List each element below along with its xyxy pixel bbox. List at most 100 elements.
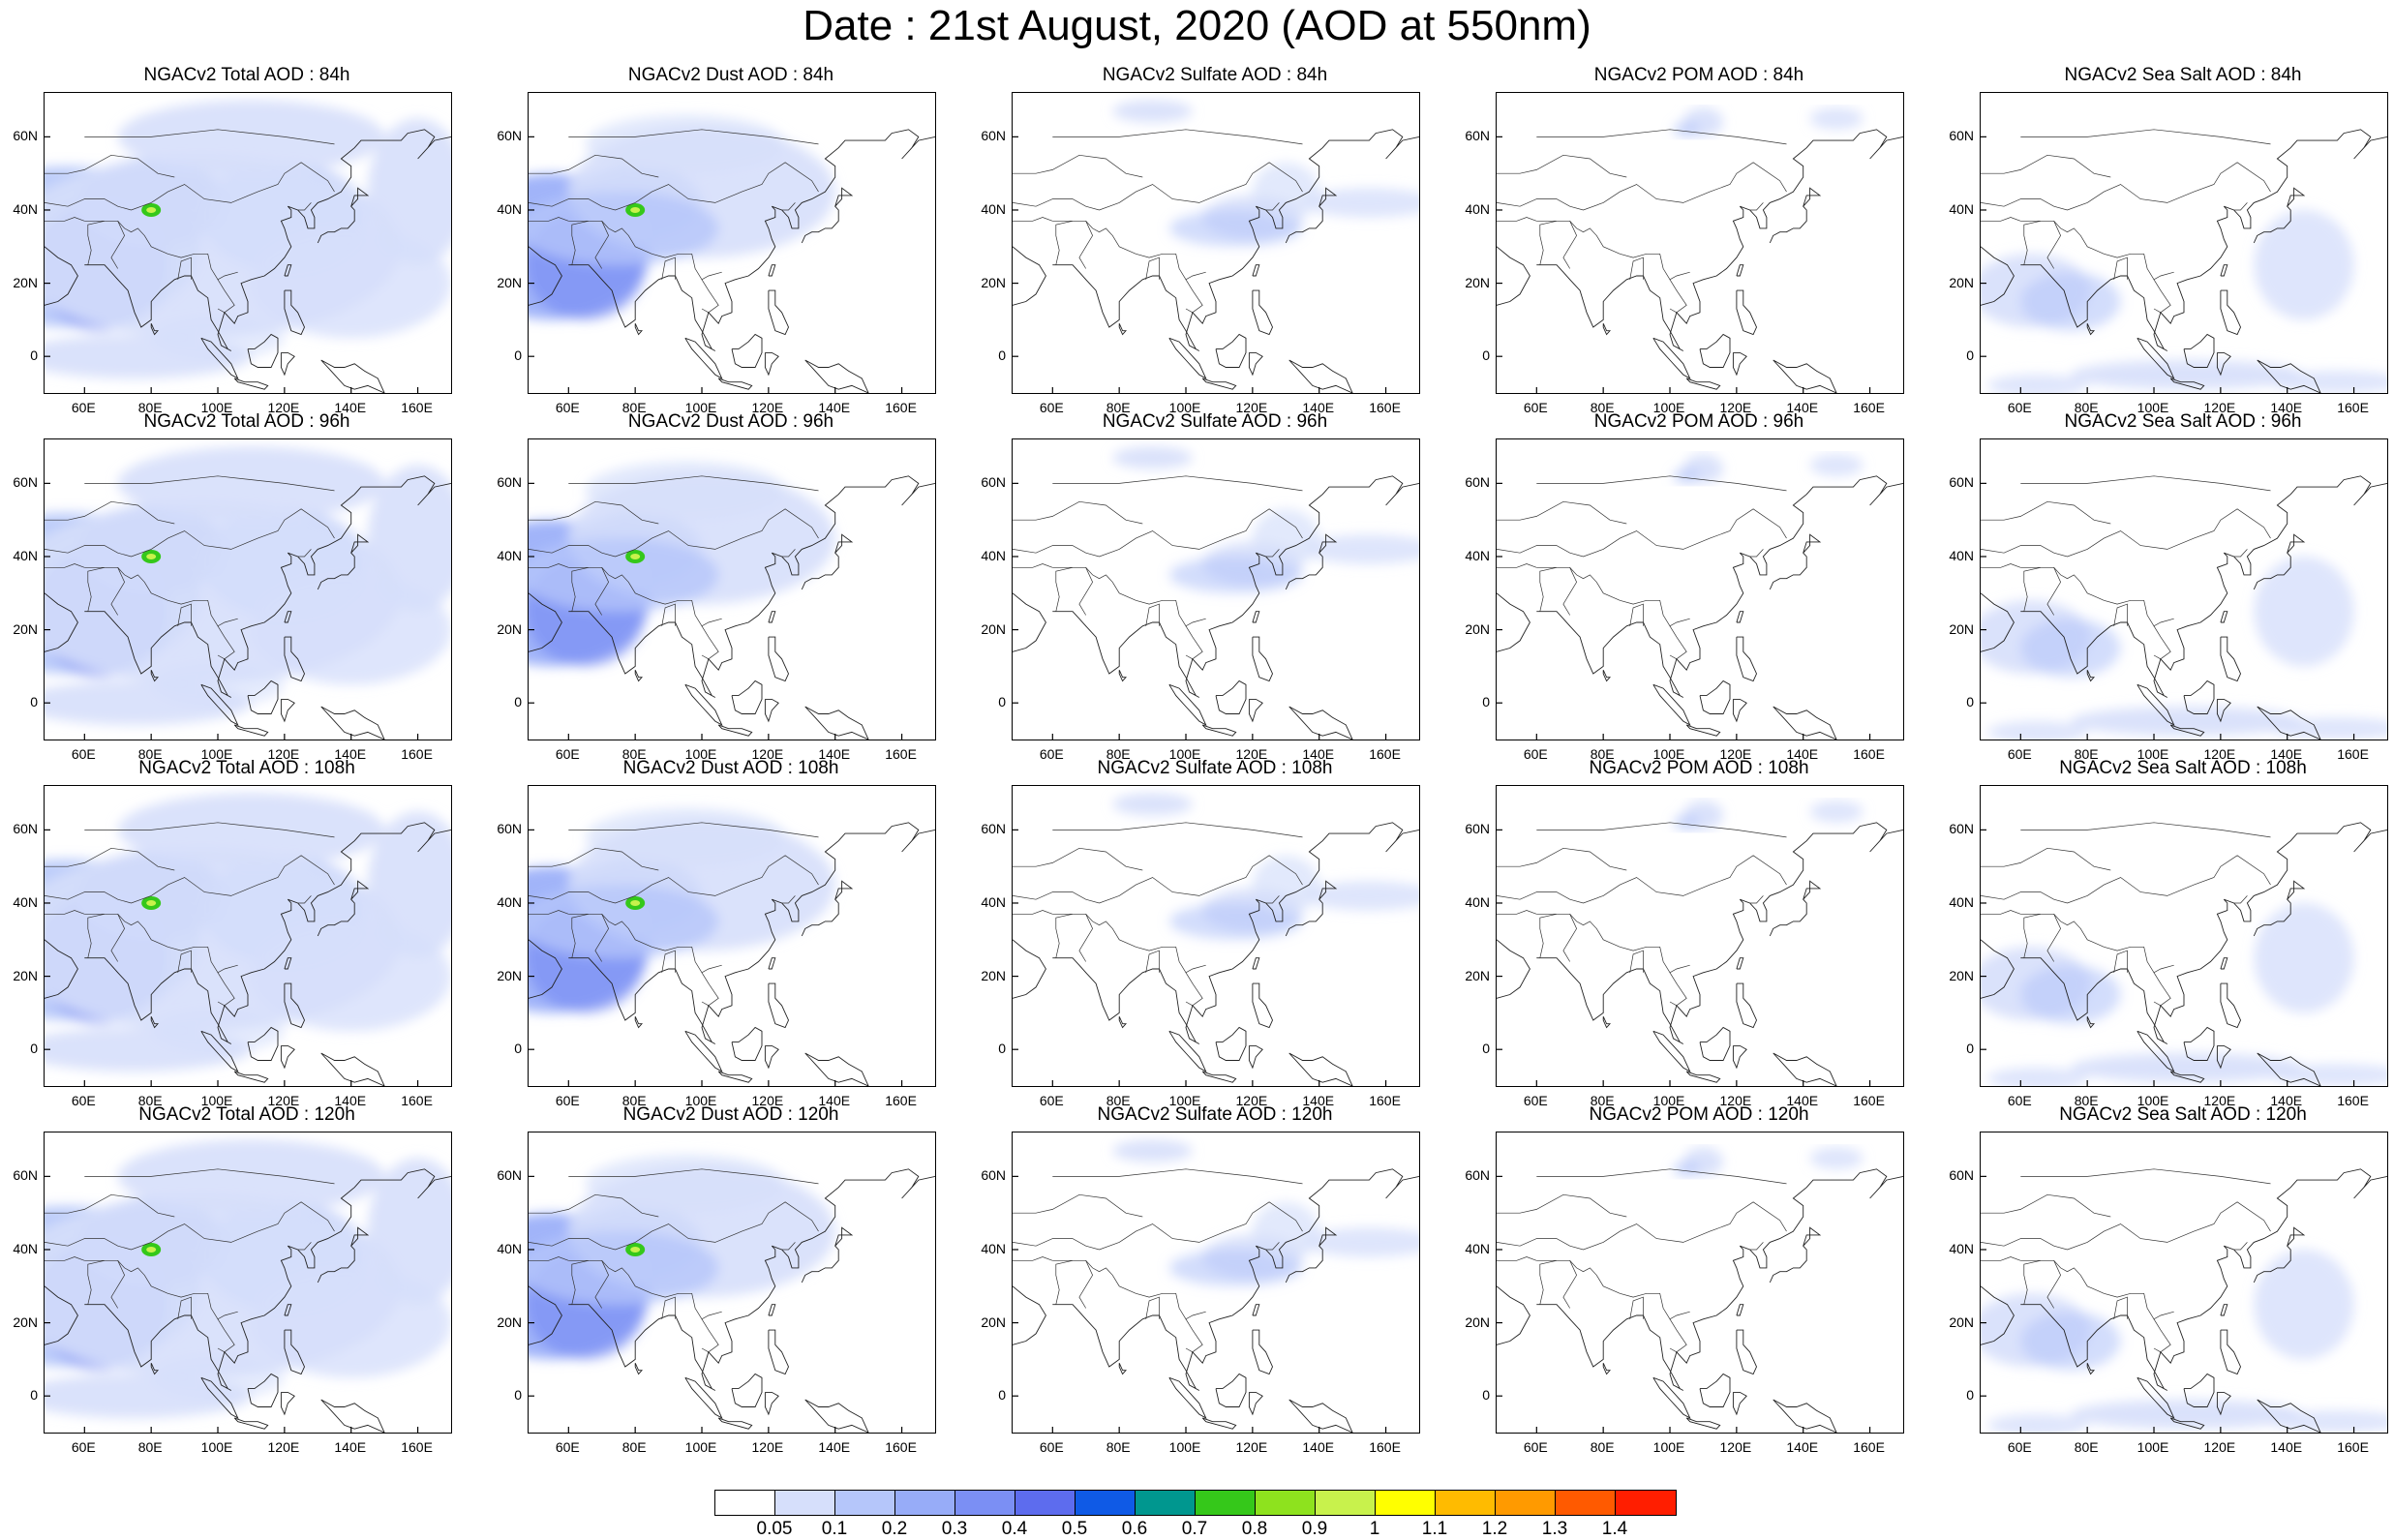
map-panel: NGACv2 Dust AOD : 120h 60E 80E 100E 120E 140E… (497, 1104, 936, 1490)
coastline (2216, 1391, 2231, 1416)
coastline (768, 982, 789, 1029)
x-tick-label: 120E (2203, 746, 2236, 762)
coastline (764, 1044, 779, 1070)
x-tick-label: 120E (1719, 1093, 1752, 1108)
country-border (1052, 1168, 1303, 1185)
x-tick-label: 120E (2203, 1093, 2236, 1108)
aod-map (45, 1139, 451, 1433)
aod-region (2070, 1399, 2304, 1430)
aod-map (45, 100, 451, 393)
country-border (1497, 154, 1627, 178)
country-border (1013, 500, 1143, 525)
country-border (1629, 950, 1644, 973)
country-border (1145, 1296, 1160, 1319)
coastline (1769, 1226, 1822, 1283)
x-tick-label: 100E (684, 746, 717, 762)
x-tick-label: 120E (1719, 1439, 1752, 1455)
country-border (1497, 847, 1627, 871)
country-border (529, 500, 659, 525)
aod-region (2254, 902, 2354, 1013)
country-border (571, 1259, 590, 1305)
y-tick-label: 20N (1465, 620, 1490, 637)
coastline (1248, 1391, 1263, 1416)
coastline (2220, 611, 2228, 623)
country-border (1497, 1193, 1627, 1218)
country-border (297, 549, 312, 558)
coastline (684, 683, 723, 726)
x-tick-label: 100E (200, 400, 233, 415)
country-border (1981, 508, 2271, 558)
country-border (1981, 500, 2111, 525)
coastline (2020, 129, 2387, 351)
country-border (1562, 221, 1577, 269)
x-tick-label: 60E (2007, 400, 2032, 415)
coastline (1215, 333, 1247, 368)
country-border (1562, 914, 1577, 962)
x-tick-label: 140E (334, 1439, 367, 1455)
y-tick-label: 20N (1465, 967, 1490, 983)
x-tick-label: 160E (885, 400, 917, 415)
x-tick-label: 160E (401, 400, 433, 415)
coastline (2169, 1071, 2205, 1083)
aod-region (151, 662, 285, 707)
coastline (768, 957, 776, 970)
country-border (297, 1242, 312, 1251)
aod-region (1986, 721, 2088, 740)
coastline (764, 1391, 779, 1416)
country-border (177, 257, 192, 280)
coastline (684, 1030, 723, 1072)
x-tick-label: 140E (1302, 1439, 1335, 1455)
coastline (1736, 982, 1757, 1029)
dust-hotspot-core (146, 206, 157, 213)
aod-map (1013, 1139, 1419, 1433)
colorbar-label: 0.2 (881, 1519, 908, 1539)
x-tick-label: 80E (1106, 400, 1131, 415)
map-plot-area (1012, 785, 1420, 1087)
aod-region (1168, 1249, 1303, 1286)
x-tick-label: 160E (2337, 400, 2369, 415)
y-tick-label: 20N (981, 1314, 1006, 1330)
country-border (781, 895, 796, 904)
x-tick-label: 160E (1853, 1093, 1885, 1108)
map-plot-area (44, 785, 452, 1087)
aod-map (1497, 454, 1903, 740)
y-tick-label: 40N (13, 1240, 38, 1256)
coastline (1536, 129, 1903, 351)
country-border (2020, 1168, 2271, 1185)
panel-title: NGACv2 Sulfate AOD : 120h (1097, 1104, 1333, 1125)
country-border (1013, 563, 1053, 568)
y-tick-label: 0 (30, 347, 38, 364)
country-border (1265, 549, 1280, 558)
y-tick-label: 60N (981, 128, 1006, 144)
panel-title: NGACv2 Dust AOD : 108h (622, 758, 839, 778)
aod-region (1809, 800, 1864, 823)
country-border (1536, 129, 1787, 145)
aod-region (367, 1158, 451, 1305)
coastline (150, 1363, 160, 1375)
coastline (1201, 724, 1237, 737)
coastline (717, 377, 753, 390)
y-tick-label: 40N (1949, 200, 1974, 217)
aod-region (529, 885, 719, 958)
country-border (2020, 129, 2271, 145)
coastline (1497, 246, 1530, 306)
colorbar-label: 1.3 (1541, 1519, 1568, 1539)
aod-region (2070, 359, 2304, 390)
x-tick-label: 140E (818, 746, 851, 762)
x-tick-label: 60E (71, 400, 96, 415)
country-border (45, 500, 175, 525)
country-border (1536, 566, 1690, 627)
coastline (1215, 1026, 1247, 1061)
country-border (781, 1242, 796, 1251)
colorbar-swatch (895, 1491, 955, 1515)
country-border (1078, 914, 1093, 962)
coastline (280, 1391, 295, 1416)
x-tick-label: 100E (2136, 400, 2169, 415)
coastline (1699, 679, 1731, 714)
country-border (45, 1201, 335, 1251)
coastline (1981, 939, 2015, 999)
coastline (717, 724, 753, 737)
aod-region (529, 538, 719, 612)
coastline (284, 957, 292, 970)
country-border (1055, 220, 1074, 265)
